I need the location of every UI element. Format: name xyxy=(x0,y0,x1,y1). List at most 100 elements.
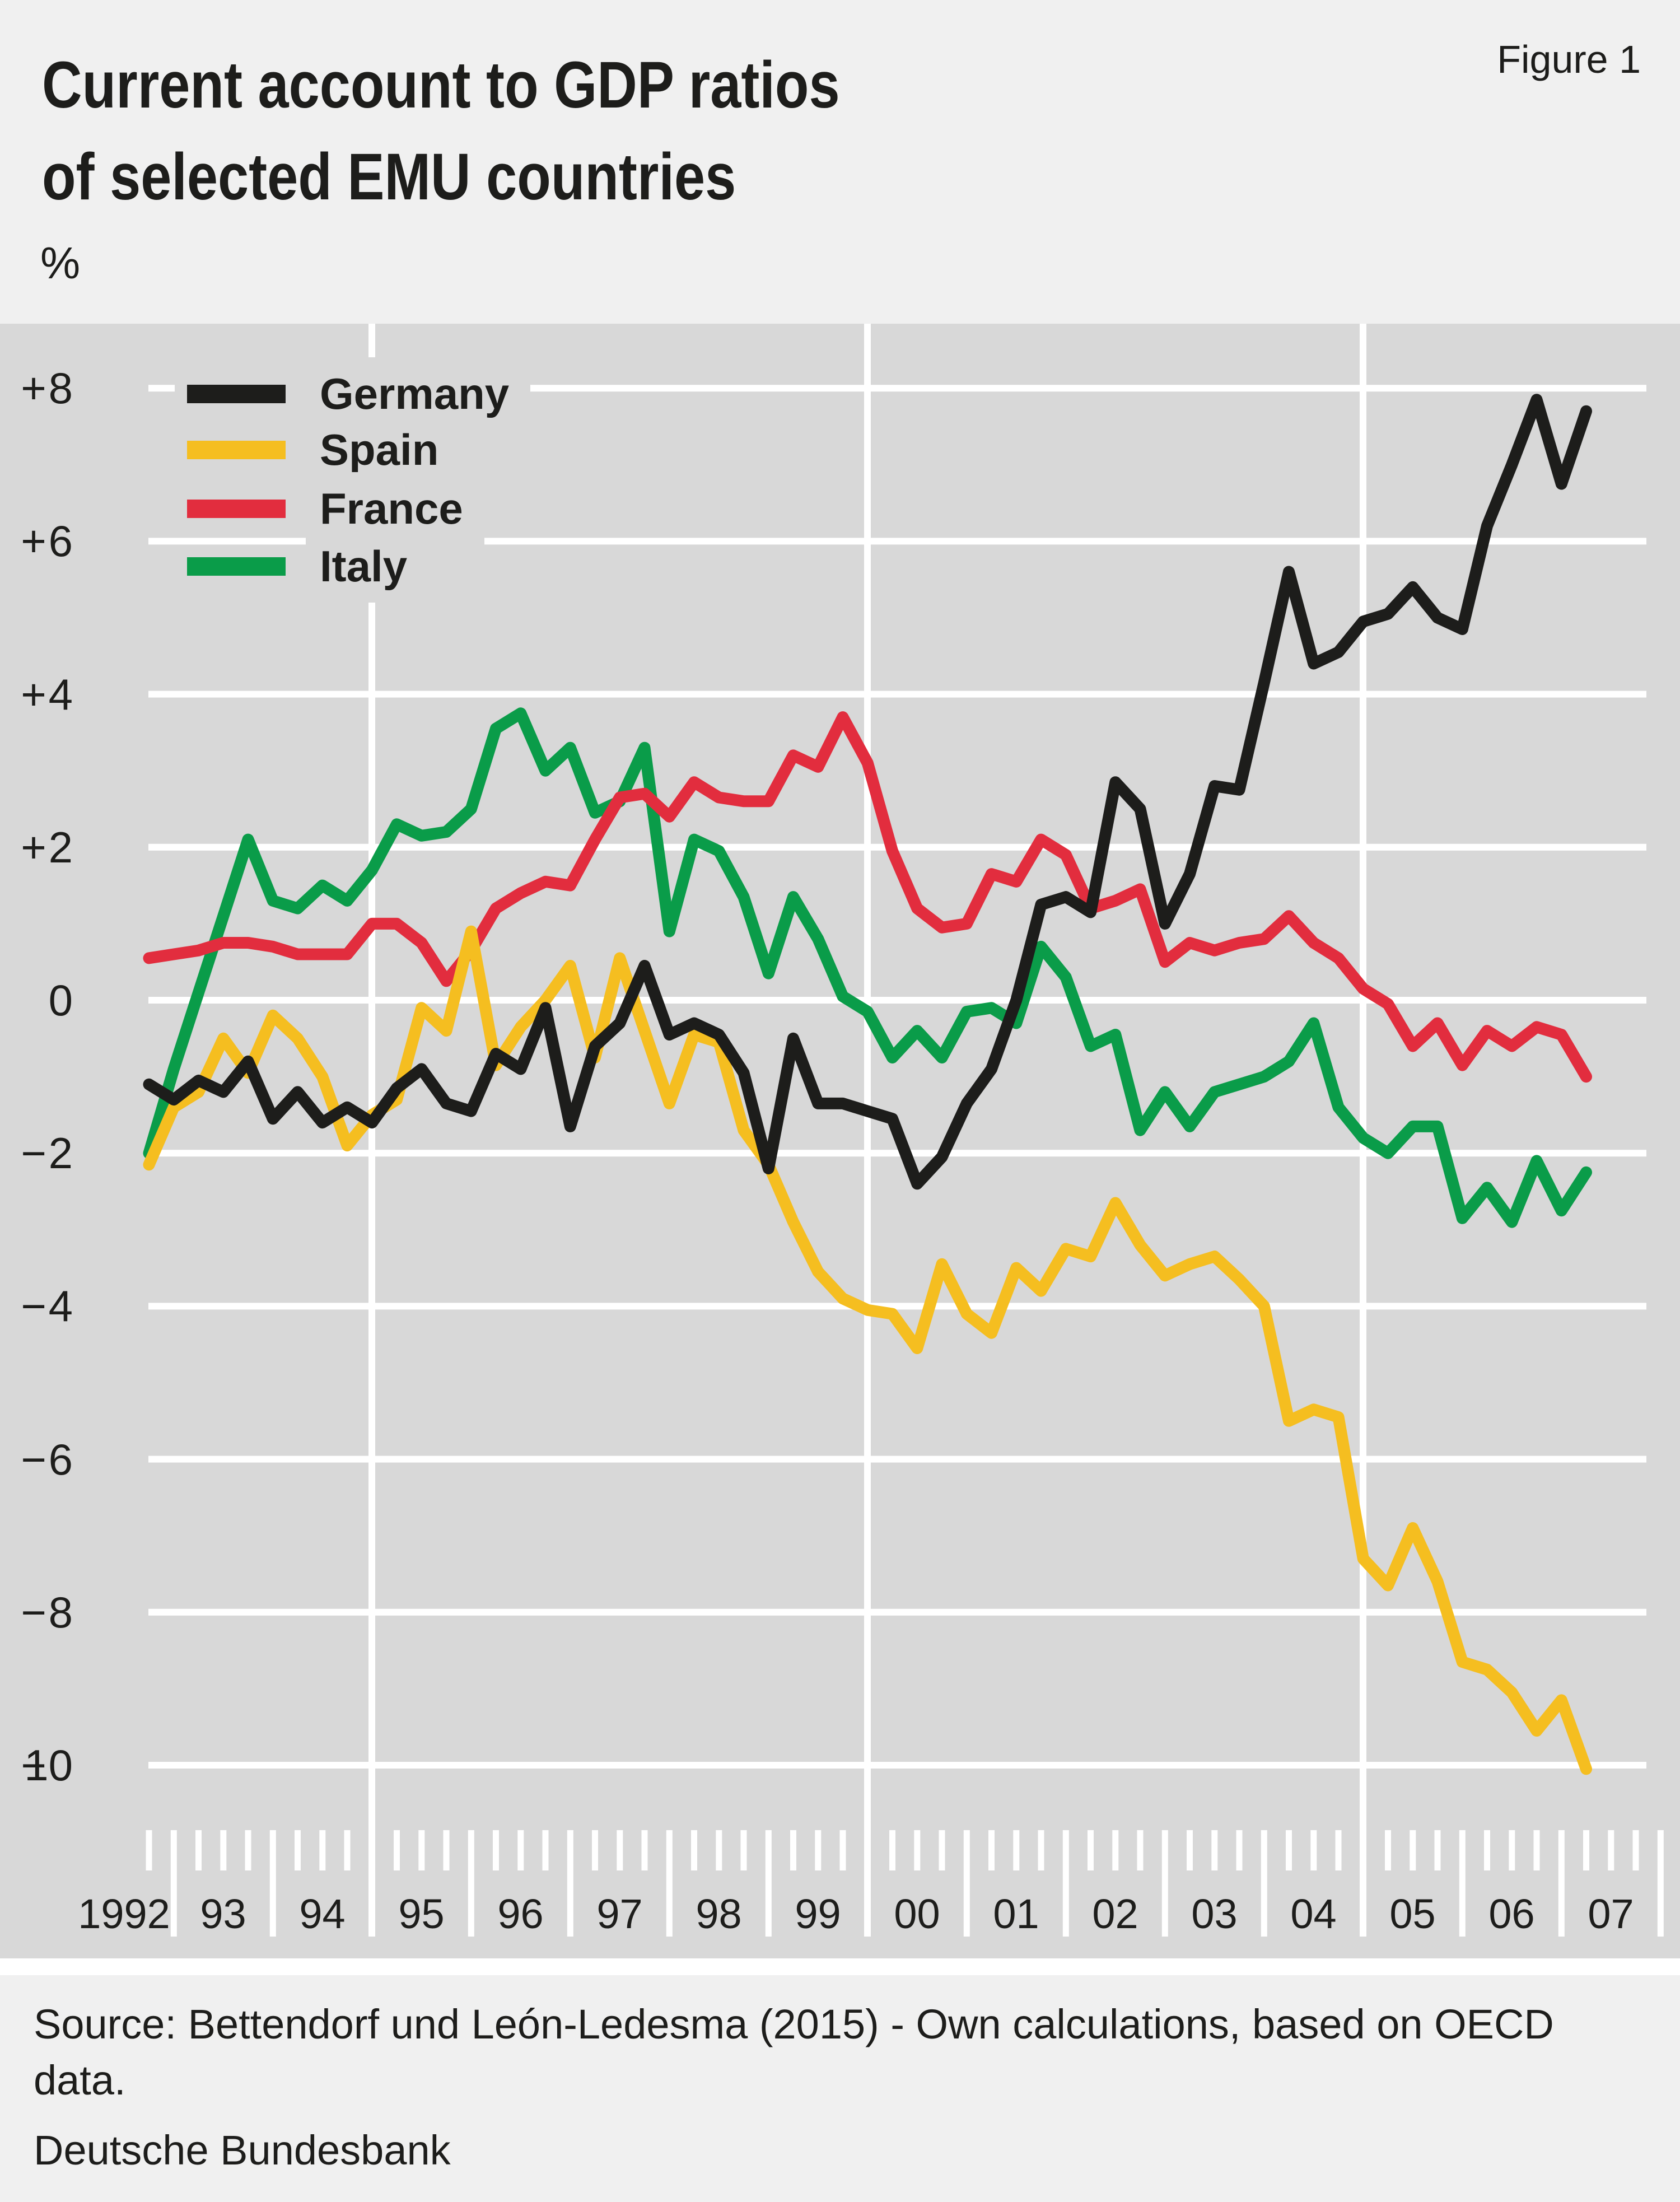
y-axis-tick-value: 8 xyxy=(48,363,73,413)
plot-bottom-separator xyxy=(0,1958,1680,1975)
y-axis-tick-sign: − xyxy=(21,1281,46,1331)
axis-tick-quarter xyxy=(1632,1830,1639,1870)
axis-tick-quarter xyxy=(220,1830,227,1870)
axis-tick-quarter xyxy=(295,1830,301,1870)
legend-swatch-wrap xyxy=(175,494,306,522)
y-axis-tick-value: 6 xyxy=(48,1434,73,1484)
y-axis-tick-8: +8 xyxy=(0,366,112,410)
axis-tick-quarter xyxy=(418,1830,425,1870)
axis-tick-quarter xyxy=(691,1830,697,1870)
axis-tick-year xyxy=(1657,1830,1664,1937)
axis-tick-year xyxy=(1062,1830,1069,1937)
y-axis-unit-label: % xyxy=(40,238,81,288)
axis-tick-quarter xyxy=(542,1830,549,1870)
x-axis-label-95: 95 xyxy=(398,1891,445,1937)
axis-tick-year xyxy=(170,1830,177,1937)
axis-tick-quarter xyxy=(1013,1830,1020,1870)
gridline-h xyxy=(148,1455,1646,1463)
x-axis-label-07: 07 xyxy=(1588,1891,1634,1937)
axis-tick-year xyxy=(269,1830,276,1937)
series-line-germany xyxy=(143,394,1592,1190)
axis-tick-quarter xyxy=(493,1830,499,1870)
x-axis-label-02: 02 xyxy=(1092,1891,1138,1937)
axis-tick-quarter xyxy=(716,1830,722,1870)
gridline-h xyxy=(148,385,177,392)
x-axis-label-98: 98 xyxy=(696,1891,742,1937)
series-line-france xyxy=(143,711,1592,1083)
axis-tick-year xyxy=(1161,1830,1168,1937)
axis-tick-quarter xyxy=(319,1830,326,1870)
axis-tick-quarter xyxy=(740,1830,747,1870)
x-axis-label-01: 01 xyxy=(993,1891,1039,1937)
axis-tick-year xyxy=(567,1830,573,1937)
axis-tick-year xyxy=(368,1830,375,1937)
axis-tick-quarter xyxy=(641,1830,648,1870)
axis-tick-quarter xyxy=(146,1830,152,1870)
axis-tick-quarter xyxy=(195,1830,202,1870)
axis-tick-quarter xyxy=(1385,1830,1391,1870)
axis-tick-quarter xyxy=(1112,1830,1119,1870)
gridline-h xyxy=(148,1303,1646,1310)
axis-tick-quarter xyxy=(1410,1830,1416,1870)
x-axis-label-93: 93 xyxy=(200,1891,246,1937)
y-axis-tick--6: −6 xyxy=(0,1437,112,1482)
y-axis-tick-sign: + xyxy=(21,669,46,719)
legend-label-italy: Italy xyxy=(306,530,429,603)
y-axis-tick-6: +6 xyxy=(0,519,112,563)
axis-tick-quarter xyxy=(617,1830,623,1870)
axis-tick-quarter xyxy=(815,1830,822,1870)
axis-tick-quarter xyxy=(1608,1830,1614,1870)
x-axis-label-03: 03 xyxy=(1191,1891,1238,1937)
axis-tick-quarter xyxy=(988,1830,995,1870)
y-axis-tick-value: 10 xyxy=(24,1741,73,1790)
y-axis-tick-value: 2 xyxy=(48,822,73,872)
x-axis-label-96: 96 xyxy=(497,1891,544,1937)
y-axis-tick-value: 0 xyxy=(48,976,73,1025)
gridline-h xyxy=(148,691,1646,698)
x-axis-label-05: 05 xyxy=(1389,1891,1436,1937)
chart-title: Current account to GDP ratios of selecte… xyxy=(42,39,840,223)
y-axis-tick-4: +4 xyxy=(0,672,112,717)
legend-swatch-wrap xyxy=(175,552,306,580)
axis-tick-quarter xyxy=(245,1830,251,1870)
gridline-h xyxy=(514,385,1646,392)
legend-swatch-germany xyxy=(187,384,286,403)
y-axis-tick--8: −8 xyxy=(0,1590,112,1635)
axis-tick-quarter xyxy=(1335,1830,1342,1870)
y-axis-tick-sign: + xyxy=(21,363,46,413)
axis-tick-quarter xyxy=(517,1830,524,1870)
axis-tick-quarter xyxy=(394,1830,400,1870)
x-axis-label-1992: 1992 xyxy=(78,1891,170,1937)
axis-tick-quarter xyxy=(1583,1830,1589,1870)
y-axis-tick--4: −4 xyxy=(0,1284,112,1328)
y-axis-tick-sign: + xyxy=(21,516,46,566)
legend-swatch-wrap xyxy=(175,380,306,408)
axis-tick-year xyxy=(1558,1830,1565,1937)
y-axis-tick-value: 4 xyxy=(48,669,73,719)
axis-tick-year xyxy=(1459,1830,1466,1937)
y-axis-tick--2: −2 xyxy=(0,1131,112,1175)
y-axis-tick--10: −10 xyxy=(0,1743,112,1788)
axis-tick-year xyxy=(468,1830,474,1937)
axis-tick-quarter xyxy=(592,1830,598,1870)
axis-tick-quarter xyxy=(1286,1830,1292,1870)
axis-tick-quarter xyxy=(1088,1830,1094,1870)
axis-tick-quarter xyxy=(1211,1830,1218,1870)
axis-tick-quarter xyxy=(1137,1830,1144,1870)
legend-swatch-france xyxy=(187,499,286,518)
legend-swatch-spain xyxy=(187,440,286,459)
axis-tick-quarter xyxy=(443,1830,450,1870)
axis-tick-quarter xyxy=(1187,1830,1193,1870)
y-axis-tick-2: +2 xyxy=(0,825,112,870)
axis-tick-quarter xyxy=(1038,1830,1044,1870)
chart-title-line2: of selected EMU countries xyxy=(42,140,736,214)
source-note-line1: Source: Bettendorf und León-Ledesma (201… xyxy=(34,2001,1554,2047)
gridline-v xyxy=(864,324,871,1937)
axis-tick-quarter xyxy=(1434,1830,1441,1870)
publisher-label: Deutsche Bundesbank xyxy=(34,2127,451,2173)
y-axis-tick-sign: − xyxy=(21,1587,46,1637)
source-note: Source: Bettendorf und León-Ledesma (201… xyxy=(34,1996,1663,2108)
gridline-h xyxy=(148,1150,1646,1157)
x-axis-label-04: 04 xyxy=(1290,1891,1337,1937)
